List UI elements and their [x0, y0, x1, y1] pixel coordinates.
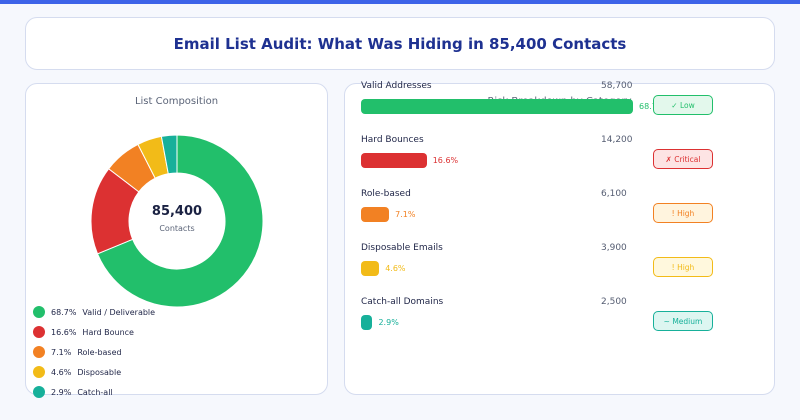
- risk-row-pct: 2.9%: [378, 318, 399, 327]
- donut-title: List Composition: [134, 96, 219, 107]
- risk-bar: [361, 315, 373, 330]
- risk-row-name: Disposable Emails: [361, 243, 443, 253]
- legend-dot-icon: [33, 326, 45, 338]
- legend-pct: 68.7%: [51, 307, 77, 317]
- legend-label: Valid / Deliverable: [82, 307, 156, 317]
- risk-row: Role-based 6,100 7.1% ! High: [361, 189, 761, 243]
- page-title: Email List Audit: What Was Hiding in 85,…: [173, 34, 627, 53]
- legend-dot-icon: [33, 306, 45, 318]
- risk-bar: [361, 153, 427, 168]
- donut-slice-catch-all: [160, 134, 178, 175]
- risk-bar: [361, 261, 380, 276]
- risk-row-count: 58,700: [601, 81, 633, 91]
- legend-item: 16.6% Hard Bounce: [33, 322, 155, 342]
- risk-row: Hard Bounces 14,200 16.6% ✗ Critical: [361, 135, 761, 189]
- legend-dot-icon: [33, 366, 45, 378]
- top-accent-bar: [0, 0, 800, 4]
- legend-item: 2.9% Catch-all: [33, 382, 155, 402]
- risk-row-count: 2,500: [601, 297, 627, 307]
- risk-bar: [361, 99, 633, 114]
- legend-dot-icon: [33, 386, 45, 398]
- risk-row: Valid Addresses 58,700 68.7% ✓ Low: [361, 81, 761, 135]
- legend-item: 4.6% Disposable: [33, 362, 155, 382]
- risk-row-count: 6,100: [601, 189, 627, 199]
- legend-label: Role-based: [77, 347, 122, 357]
- legend-pct: 2.9%: [51, 387, 72, 397]
- legend-label: Hard Bounce: [82, 327, 134, 337]
- risk-level-badge: ✓ Low: [653, 95, 713, 115]
- risk-breakdown-card: Risk Breakdown by Category Valid Address…: [344, 81, 775, 395]
- legend-pct: 7.1%: [51, 347, 72, 357]
- donut-legend: 68.7% Valid / Deliverable 16.6% Hard Bounce…: [33, 302, 155, 402]
- risk-row-pct: 68.7%: [639, 102, 665, 111]
- legend-pct: 4.6%: [51, 367, 72, 377]
- risk-level-badge: ~ Medium: [653, 311, 713, 331]
- legend-item: 7.1% Role-based: [33, 342, 155, 362]
- donut-center-value: 85,400: [151, 204, 203, 219]
- risk-row-name: Valid Addresses: [361, 81, 432, 91]
- donut-center-label: Contacts: [159, 224, 195, 233]
- donut-slice-valid-deliverable: [96, 134, 264, 308]
- risk-row-name: Role-based: [361, 189, 411, 199]
- risk-row-name: Hard Bounces: [361, 135, 424, 145]
- risk-row-pct: 4.6%: [385, 264, 406, 273]
- donut-chart: [90, 134, 264, 308]
- legend-label: Disposable: [77, 367, 122, 377]
- risk-row: Disposable Emails 3,900 4.6% ! High: [361, 243, 761, 297]
- risk-row-pct: 16.6%: [432, 156, 459, 165]
- legend-item: 68.7% Valid / Deliverable: [33, 302, 155, 322]
- risk-bar: [361, 207, 390, 222]
- risk-level-badge: ! High: [653, 257, 713, 277]
- legend-label: Catch-all: [77, 387, 113, 397]
- legend-dot-icon: [33, 346, 45, 358]
- risk-row-pct: 7.1%: [395, 210, 416, 219]
- list-composition-card: List Composition 85,400 Contacts 68.7% Va…: [25, 83, 328, 398]
- risk-row: Catch-all Domains 2,500 2.9% ~ Medium: [361, 297, 761, 351]
- risk-level-badge: ✗ Critical: [653, 149, 713, 169]
- risk-level-badge: ! High: [653, 203, 713, 223]
- title-card: Email List Audit: What Was Hiding in 85,…: [25, 17, 775, 70]
- legend-pct: 16.6%: [51, 327, 77, 337]
- risk-row-count: 14,200: [601, 135, 633, 145]
- risk-row-count: 3,900: [601, 243, 627, 253]
- risk-row-name: Catch-all Domains: [361, 297, 444, 307]
